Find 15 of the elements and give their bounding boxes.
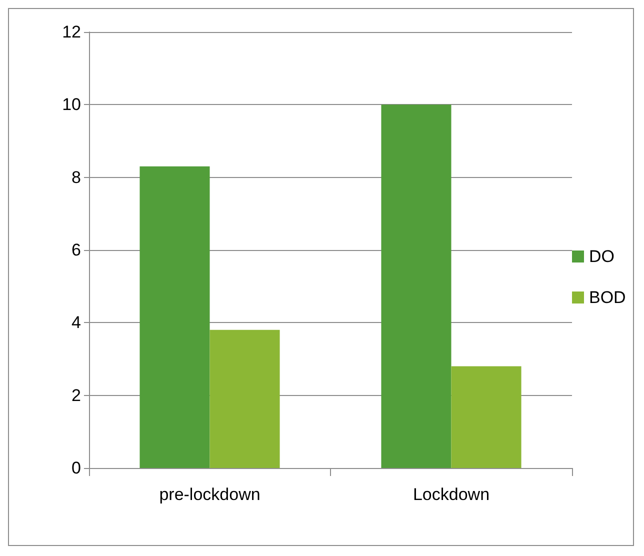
legend-label: BOD <box>589 288 626 307</box>
bar <box>210 330 280 468</box>
y-tick-label: 0 <box>72 458 81 478</box>
x-tick-label: pre-lockdown <box>159 485 260 504</box>
bar <box>451 366 522 468</box>
y-tick-label: 12 <box>62 22 81 42</box>
y-tick-label: 2 <box>72 386 81 405</box>
x-tick-label: Lockdown <box>412 485 490 504</box>
y-tick-label: 6 <box>72 240 81 260</box>
bar <box>381 104 452 468</box>
bar <box>140 166 210 468</box>
y-tick-label: 10 <box>62 95 81 114</box>
y-tick-label: 8 <box>72 168 81 187</box>
y-tick-label: 4 <box>72 313 81 332</box>
legend-label: DO <box>589 247 614 266</box>
